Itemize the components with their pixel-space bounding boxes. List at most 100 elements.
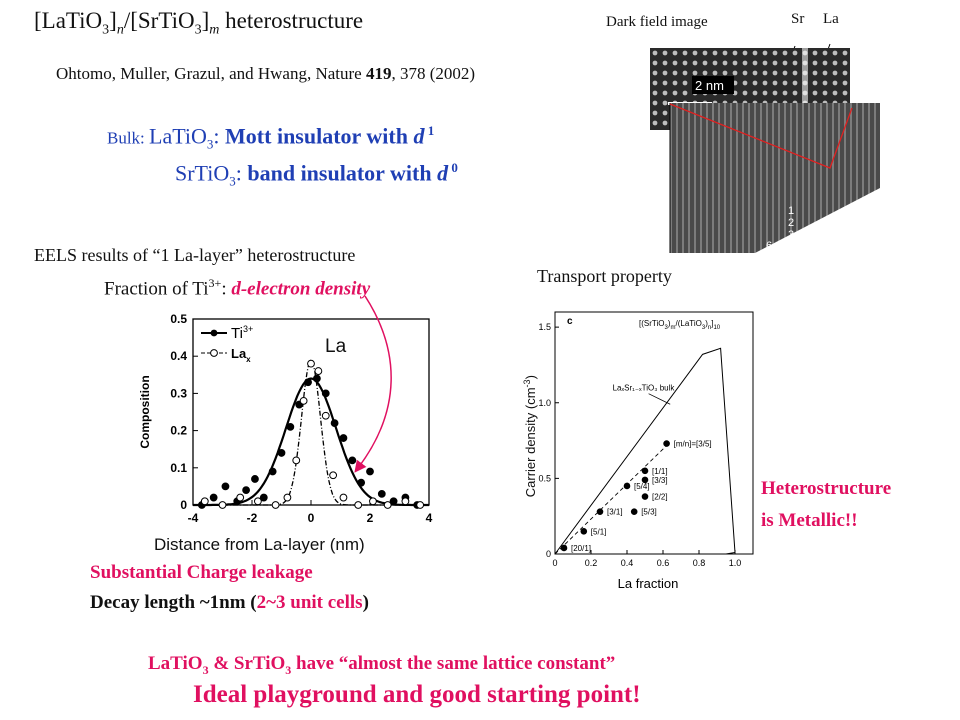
transport-point (630, 508, 638, 515)
transport-panel-label: c (567, 316, 573, 327)
eels-point-la (329, 471, 338, 480)
eels-point-ti (304, 378, 312, 387)
eels-x-tick-label: 2 (367, 511, 374, 525)
transport-x-tick-label: 1.0 (729, 558, 742, 568)
metallic-line-2: is Metallic!! (761, 510, 858, 531)
transport-x-tick-label: 0 (552, 558, 557, 568)
legend-la-label: Lax (231, 346, 251, 364)
legend-ti-label: Ti3+ (231, 324, 253, 342)
eels-point-ti (377, 489, 386, 498)
svg-text:2: 2 (788, 217, 794, 229)
transport-y-tick-label: 0.5 (538, 473, 551, 483)
transport-fit-line (554, 441, 671, 555)
transport-heading: Transport property (537, 266, 672, 286)
eels-point-la (401, 497, 410, 506)
transport-point-label: [5/4] (634, 482, 650, 491)
eels-point-ti (330, 419, 339, 428)
eels-point-la (307, 359, 315, 368)
summary-line-2: Ideal playground and good starting point… (193, 681, 641, 708)
transport-point-label: [20/1] (571, 544, 591, 553)
eels-point-la (383, 501, 392, 509)
svg-text:4: 4 (786, 240, 792, 252)
transport-point (580, 528, 588, 535)
transport-ylabel: Carrier density (cm-3) (521, 375, 539, 498)
dark-field-caption: Dark field image (606, 14, 708, 30)
eels-y-tick-label: 0.2 (170, 424, 187, 438)
slide-title: [LaTiO3]n/[SrTiO3]m heterostructure (34, 8, 364, 38)
eels-la-label: La (325, 336, 347, 357)
transport-y-tick-label: 1.0 (538, 398, 551, 408)
scale-bar (692, 76, 734, 94)
eels-point-la (369, 497, 377, 506)
metallic-line-1: Heterostructure (761, 478, 892, 499)
transport-point-label: [3/1] (607, 508, 623, 517)
eels-point-ti (357, 478, 366, 487)
transport-point-label: [2/2] (652, 493, 668, 502)
svg-text:3: 3 (788, 229, 794, 241)
eels-x-tick-label: -2 (247, 511, 258, 525)
transport-point-label: [5/3] (641, 508, 657, 517)
summary-line-1: LaTiO3 & SrTiO3 have “almost the same la… (148, 653, 616, 677)
transport-x-tick-label: 0.8 (693, 558, 706, 568)
eels-point-la (254, 497, 262, 506)
eels-point-la (271, 501, 280, 509)
eels-point-ti (366, 467, 374, 476)
bulk-line-latio3: Bulk: LaTiO3: Mott insulator with d 1 (107, 123, 435, 152)
transport-x-tick-label: 0.4 (621, 558, 634, 568)
zoom-outline (669, 103, 853, 169)
transport-y-tick-label: 1.5 (538, 322, 551, 332)
citation: Ohtomo, Muller, Grazul, and Hwang, Natur… (56, 64, 476, 83)
bulk-line-srtio3: SrTiO3: band insulator with d 0 (175, 160, 458, 189)
label-la: La (823, 11, 839, 27)
transport-point-label: [3/3] (652, 476, 668, 485)
eels-point-ti (209, 493, 218, 502)
transport-bulk-label: LaₓSr₁₋ₓTiO₃ bulk (613, 384, 676, 393)
eels-point-la (236, 493, 245, 502)
eels-y-tick-label: 0.3 (170, 386, 187, 400)
eels-point-ti (259, 493, 268, 502)
eels-x-tick-label: -4 (188, 511, 199, 525)
eels-point-la (354, 501, 363, 509)
eels-point-la (314, 367, 323, 375)
eels-y-axis-label: Composition (138, 375, 152, 448)
eels-point-la (321, 411, 330, 420)
eels-point-la (299, 396, 308, 405)
transport-plot-frame (554, 311, 754, 555)
transport-y-tick-label: 0 (546, 549, 551, 559)
eels-point-la (283, 493, 292, 502)
scale-bar-label: 2 nm (695, 78, 724, 93)
eels-y-tick-label: 0 (180, 498, 187, 512)
eels-point-ti (313, 374, 321, 383)
eels-point-la (416, 501, 425, 509)
eels-point-la (200, 497, 209, 506)
svg-text:6: 6 (766, 240, 772, 252)
eels-point-la (218, 501, 227, 509)
eels-point-ti (221, 482, 230, 491)
transport-bulk-line (554, 347, 736, 555)
eels-point-ti (286, 422, 295, 431)
svg-text:1: 1 (788, 205, 794, 217)
eels-point-la (292, 456, 301, 465)
leakage-arrow (354, 295, 392, 473)
leakage-text: Substantial Charge leakage (90, 562, 313, 583)
transport-point-label: [1/1] (652, 467, 668, 476)
eels-chart: -4 -2 0 2 4 0 0.1 0.2 0.3 0.4 0.5 Composition Ti3+ L… (138, 312, 433, 525)
transport-x-axis-label: La fraction (618, 576, 679, 591)
transport-x-tick-label: 0.6 (657, 558, 670, 568)
legend-ti-marker (210, 329, 218, 337)
transport-point-label: [m/n]=[3/5] (674, 440, 712, 449)
legend-la-marker (210, 349, 218, 357)
transport-point-label: [5/1] (591, 527, 607, 536)
eels-y-tick-label: 0.5 (170, 312, 187, 326)
eels-point-ti (268, 467, 277, 476)
eels-y-tick-label: 0.1 (170, 461, 187, 475)
eels-x-tick-label: 0 (308, 511, 315, 525)
transport-point (663, 440, 670, 447)
eels-xlabel: Distance from La-layer (nm) (154, 535, 365, 554)
eels-point-ti (277, 449, 286, 457)
svg-text:5: 5 (776, 240, 782, 252)
transport-point (596, 508, 604, 515)
eels-heading: EELS results of “1 La-layer” heterostruc… (34, 245, 356, 265)
transport-x-tick-label: 0.2 (585, 558, 598, 568)
eels-point-la (339, 493, 348, 502)
